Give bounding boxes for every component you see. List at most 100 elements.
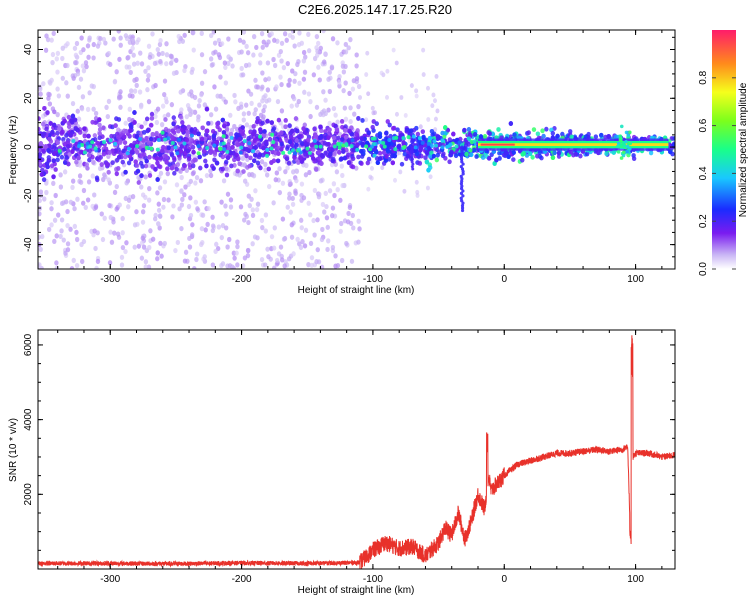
heatmap-cell (332, 192, 337, 199)
heatmap-cell (66, 124, 72, 130)
heatmap-cell (126, 146, 131, 151)
heatmap-cell (44, 126, 49, 132)
heatmap-cell (146, 99, 152, 105)
heatmap-cell (189, 89, 194, 95)
heatmap-cell (339, 163, 344, 169)
heatmap-cell (290, 34, 295, 40)
heatmap-line-core (477, 143, 669, 147)
heatmap-cell (81, 47, 86, 53)
heatmap-cell (199, 52, 205, 58)
heatmap-cell (336, 135, 341, 141)
heatmap-cell (315, 217, 320, 223)
heatmap-cell (93, 146, 98, 151)
heatmap-cell (38, 155, 42, 160)
heatmap-cell (302, 89, 307, 95)
heatmap-cell (272, 265, 277, 269)
heatmap-cell (497, 150, 502, 156)
heatmap-cell (128, 143, 134, 148)
heatmap-cell (492, 161, 497, 166)
heatmap-cell (461, 172, 465, 176)
heatmap-cell (390, 126, 396, 131)
heatmap-cell (60, 55, 65, 62)
heatmap-cell (154, 119, 160, 126)
heatmap-cell (307, 151, 312, 156)
heatmap-cell (187, 244, 193, 250)
heatmap-cell (101, 151, 107, 157)
heatmap-cell (243, 102, 249, 108)
heatmap-cell (466, 127, 472, 132)
heatmap-cell (347, 204, 353, 211)
heatmap-cell (147, 186, 152, 192)
heatmap-cell (165, 171, 171, 177)
heatmap-cell (154, 130, 159, 136)
heatmap-cell (164, 159, 169, 165)
heatmap-cell (469, 152, 474, 158)
heatmap-cell (77, 144, 82, 149)
heatmap-cell (200, 125, 205, 131)
heatmap-cell (243, 62, 249, 69)
heatmap-cell (434, 143, 439, 148)
heatmap-cell (306, 262, 311, 268)
heatmap-cell (140, 192, 146, 198)
heatmap-cell (147, 244, 152, 251)
heatmap-cell (128, 69, 133, 76)
heatmap-cell (346, 152, 351, 158)
heatmap-cell (87, 90, 92, 96)
heatmap-cell (178, 89, 183, 95)
heatmap-cell (53, 192, 58, 199)
heatmap-cell (460, 150, 464, 154)
heatmap-cell (186, 203, 192, 210)
heatmap-cell (228, 112, 233, 118)
heatmap-cell (232, 92, 237, 99)
heatmap-cell (49, 200, 54, 206)
heatmap-cell (260, 70, 265, 76)
heatmap-cell (89, 83, 94, 89)
heatmap-cell (146, 43, 152, 49)
heatmap-cell (146, 264, 152, 269)
heatmap-cell (287, 123, 292, 129)
heatmap-cell (179, 144, 185, 149)
heatmap-cell (223, 99, 228, 105)
heatmap-cell (143, 264, 148, 269)
heatmap-cell (460, 179, 464, 183)
heatmap-cell (459, 186, 464, 191)
heatmap-cell (472, 131, 478, 137)
heatmap-cell (223, 203, 228, 209)
heatmap-cell (169, 165, 175, 171)
heatmap-cell (330, 244, 336, 251)
heatmap-cell (106, 50, 111, 57)
heatmap-cell (135, 163, 140, 168)
heatmap-cell (314, 52, 320, 58)
heatmap-cell (265, 118, 270, 124)
heatmap-cell (97, 165, 103, 172)
heatmap-cell (51, 174, 56, 180)
heatmap-cell (273, 177, 278, 183)
colorbar-tick-label: 0.6 (698, 118, 709, 132)
heatmap-cell (189, 127, 194, 133)
x-tick-label: 100 (627, 574, 644, 585)
heatmap-cell (297, 147, 302, 152)
heatmap-cell (193, 199, 199, 205)
heatmap-cell (244, 213, 249, 220)
heatmap-cell (359, 161, 364, 166)
heatmap-cell (56, 126, 62, 132)
heatmap-cell (146, 197, 152, 203)
heatmap-cell (54, 233, 59, 239)
heatmap-cell (81, 200, 86, 206)
heatmap-cell (105, 113, 111, 120)
x-tick-label: -100 (363, 274, 383, 285)
heatmap-cell (241, 111, 247, 117)
heatmap-cell (364, 117, 369, 123)
heatmap-cell (415, 189, 420, 195)
heatmap-cell (271, 140, 276, 145)
heatmap-cell (326, 76, 331, 82)
heatmap-cell (157, 213, 163, 219)
heatmap-cell (626, 133, 631, 138)
heatmap-cell (327, 188, 333, 194)
heatmap-cell (40, 167, 45, 173)
heatmap-cell (217, 54, 223, 61)
spectrogram-x-ticks: -300 -200 -100 0 100 (57, 30, 663, 285)
heatmap-cell (448, 150, 454, 156)
heatmap-cell (185, 148, 191, 154)
